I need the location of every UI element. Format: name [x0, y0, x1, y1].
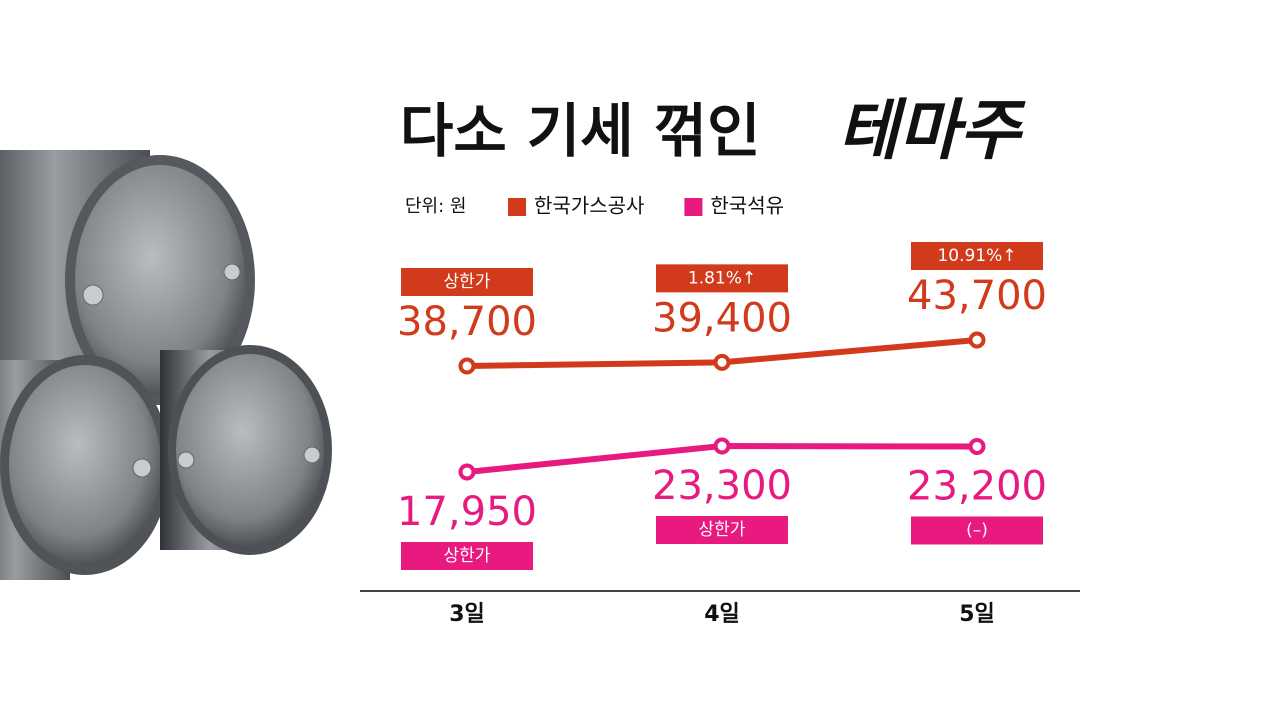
- x-tick-label: 3일: [449, 602, 485, 627]
- annotation-badge: [401, 542, 533, 570]
- data-point: [713, 437, 731, 455]
- annotation-label: 상한가: [444, 546, 491, 566]
- chart-title-highlight: 테마주: [838, 92, 1026, 169]
- value-label: 39,400: [652, 295, 792, 341]
- annotation-badge: [911, 242, 1043, 270]
- annotation-badge: [656, 516, 788, 544]
- legend-label: 한국석유: [710, 194, 784, 218]
- annotation-badge: [401, 268, 533, 296]
- barrels-illustration: [0, 150, 332, 580]
- legend-label: 한국가스공사: [534, 194, 644, 218]
- data-point: [968, 331, 986, 349]
- data-point: [458, 463, 476, 481]
- legend-swatch: [684, 198, 703, 216]
- data-point: [458, 357, 476, 375]
- unit-label: 단위: 원: [405, 196, 466, 217]
- value-label: 38,700: [397, 299, 537, 345]
- data-point: [968, 437, 986, 455]
- annotation-label: 10.91%↑: [937, 246, 1016, 266]
- x-tick-label: 5일: [959, 602, 995, 627]
- legend-swatch: [508, 198, 526, 216]
- value-label: 17,950: [397, 489, 537, 535]
- annotation-badge: [656, 264, 788, 293]
- annotation-label: 1.81%↑: [688, 268, 756, 288]
- annotation-label: 상한가: [699, 520, 746, 540]
- chart-title: 다소 기세 꺾인: [400, 97, 761, 165]
- data-point: [713, 353, 731, 371]
- value-label: 23,300: [652, 463, 792, 509]
- value-label: 23,200: [907, 463, 1047, 509]
- annotation-label: 상한가: [444, 272, 491, 292]
- x-tick-label: 4일: [704, 602, 740, 627]
- annotation-label: (–): [966, 520, 988, 540]
- annotation-badge: [911, 516, 1043, 545]
- value-label: 43,700: [907, 273, 1047, 319]
